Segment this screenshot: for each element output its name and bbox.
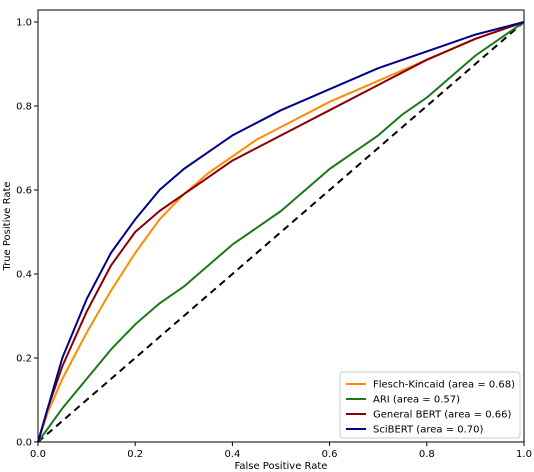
x-tick-label: 0.4	[224, 449, 240, 460]
legend-label-1: ARI (area = 0.57)	[373, 395, 460, 406]
legend-label-0: Flesch-Kincaid (area = 0.68)	[373, 380, 515, 391]
y-tick-label: 0.6	[16, 186, 32, 197]
x-tick-label: 0.6	[322, 449, 338, 460]
plot-frame	[37, 9, 525, 443]
legend: Flesch-Kincaid (area = 0.68) ARI (area = …	[339, 371, 521, 439]
x-tick-label: 0.0	[30, 449, 46, 460]
y-tick-label: 0.8	[16, 102, 32, 113]
y-axis-label: True Positive Rate	[2, 181, 13, 271]
x-axis-label: False Positive Rate	[235, 461, 328, 472]
y-tick-label: 1.0	[16, 18, 32, 29]
series-line-0	[37, 21, 525, 443]
x-tick-label: 1.0	[516, 449, 532, 460]
x-axis: 0.0 0.2 0.4 0.6 0.8 1.0	[30, 442, 532, 460]
x-tick-label: 0.2	[127, 449, 143, 460]
legend-label-2: General BERT (area = 0.66)	[373, 410, 511, 421]
series-line-2	[37, 21, 525, 443]
legend-box	[339, 371, 521, 439]
y-tick-label: 0.4	[16, 270, 32, 281]
series-line-3	[37, 21, 525, 443]
y-tick-label: 0.0	[16, 438, 32, 449]
plot-area	[37, 9, 525, 443]
legend-label-3: SciBERT (area = 0.70)	[373, 425, 484, 436]
series-line-1	[37, 21, 525, 443]
x-tick-label: 0.8	[419, 449, 435, 460]
y-axis: 0.0 0.2 0.4 0.6 0.8 1.0	[16, 18, 38, 449]
series-group	[37, 21, 525, 443]
y-tick-label: 0.2	[16, 354, 32, 365]
